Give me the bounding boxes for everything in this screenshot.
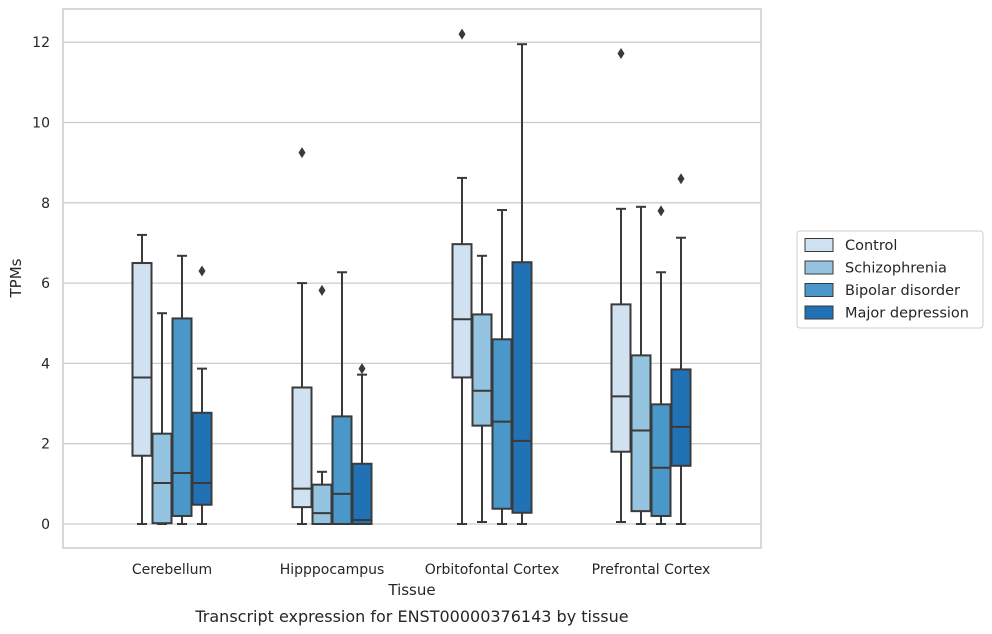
box-iqr [131,262,153,457]
box-iqr [331,415,353,526]
outlier-point [318,284,326,296]
box-bipolar-disorder [171,254,193,525]
legend-item: Control [804,238,897,254]
chart-caption: Transcript expression for ENST0000037614… [194,607,628,626]
legend-frame [796,230,984,329]
outlier-point [298,147,306,159]
outlier-point [458,28,466,40]
box-iqr [191,411,213,506]
y-tick-label: 2 [41,437,50,453]
box-iqr [670,368,692,467]
box-iqr [171,317,193,517]
y-tick-label: 8 [41,196,50,212]
box-iqr [491,338,513,510]
box-major-depression [511,43,533,525]
box-schizophrenia [311,284,333,526]
y-tick-label: 0 [41,517,50,533]
box-iqr [151,432,173,525]
box-iqr [610,303,632,453]
y-tick-label: 10 [32,116,50,132]
box-major-depression [191,265,213,525]
box-iqr [451,243,473,379]
box-iqr [291,386,313,509]
x-tick-label: Prefrontal Cortex [592,562,711,578]
box-iqr [311,483,333,526]
legend-swatch [804,305,834,320]
y-tick-label: 6 [41,276,50,292]
box-iqr [630,354,652,513]
x-axis-title: Tissue [387,581,435,599]
outlier-point [198,265,206,277]
box-iqr [351,462,373,525]
box-iqr [511,261,533,514]
box-series [131,28,692,526]
legend-swatch [804,238,834,252]
legend-swatch [804,283,834,297]
legend-item: Bipolar disorder [804,283,960,299]
outlier-point [358,363,366,375]
box-major-depression [670,173,692,525]
outlier-point [677,173,685,185]
legend-item: Schizophrenia [804,260,947,277]
legend-item: Major depression [804,305,969,322]
legend: Control Schizophrenia Bipolar disorder Majo… [796,230,984,329]
legend-label: Schizophrenia [845,261,947,277]
x-tick-label: Orbitofontal Cortex [425,562,560,578]
y-tick-label: 4 [41,356,50,372]
legend-swatch [804,260,834,275]
box-schizophrenia [151,312,173,525]
box-bipolar-disorder [650,205,672,525]
box-bipolar-disorder [331,271,353,526]
x-tick-label: Hipppocampus [280,562,385,578]
box-control [131,233,153,525]
y-axis-title: TPMs [7,258,25,298]
outlier-point [617,47,625,59]
legend-label: Control [845,238,897,254]
y-tick-label: 12 [32,35,50,51]
legend-label: Major depression [845,306,969,322]
box-control [291,147,313,525]
box-major-depression [351,363,373,525]
box-iqr [471,313,493,427]
box-iqr [650,403,672,517]
x-axis-ticks: Cerebellum Hipppocampus Orbitofontal Corte… [132,562,710,578]
box-control [451,28,473,525]
outlier-point [657,205,665,217]
x-tick-label: Cerebellum [132,562,212,578]
legend-label: Bipolar disorder [845,283,960,299]
y-axis-ticks: 0 2 4 6 8 10 12 [32,35,50,533]
